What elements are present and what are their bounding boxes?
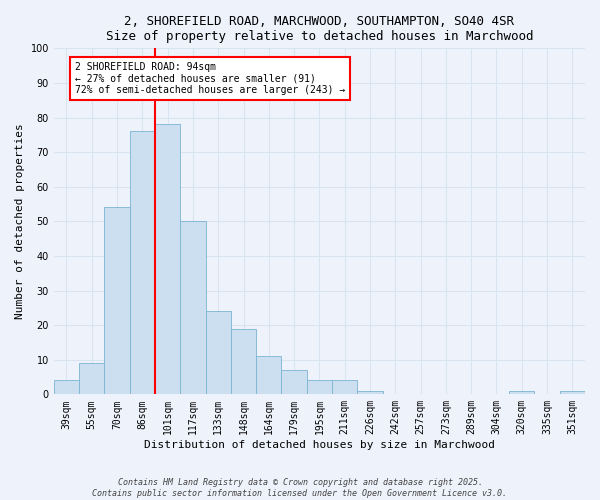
Bar xyxy=(79,363,104,394)
Bar xyxy=(130,132,155,394)
Bar xyxy=(206,312,231,394)
Y-axis label: Number of detached properties: Number of detached properties xyxy=(15,124,25,319)
Bar xyxy=(509,391,535,394)
Bar xyxy=(155,124,180,394)
Bar xyxy=(358,391,383,394)
Bar xyxy=(54,380,79,394)
X-axis label: Distribution of detached houses by size in Marchwood: Distribution of detached houses by size … xyxy=(144,440,495,450)
Bar xyxy=(231,328,256,394)
Bar xyxy=(332,380,358,394)
Bar xyxy=(307,380,332,394)
Bar xyxy=(256,356,281,395)
Bar xyxy=(104,208,130,394)
Bar xyxy=(281,370,307,394)
Bar xyxy=(180,222,206,394)
Text: 2 SHOREFIELD ROAD: 94sqm
← 27% of detached houses are smaller (91)
72% of semi-d: 2 SHOREFIELD ROAD: 94sqm ← 27% of detach… xyxy=(75,62,345,96)
Title: 2, SHOREFIELD ROAD, MARCHWOOD, SOUTHAMPTON, SO40 4SR
Size of property relative t: 2, SHOREFIELD ROAD, MARCHWOOD, SOUTHAMPT… xyxy=(106,15,533,43)
Bar xyxy=(560,391,585,394)
Text: Contains HM Land Registry data © Crown copyright and database right 2025.
Contai: Contains HM Land Registry data © Crown c… xyxy=(92,478,508,498)
